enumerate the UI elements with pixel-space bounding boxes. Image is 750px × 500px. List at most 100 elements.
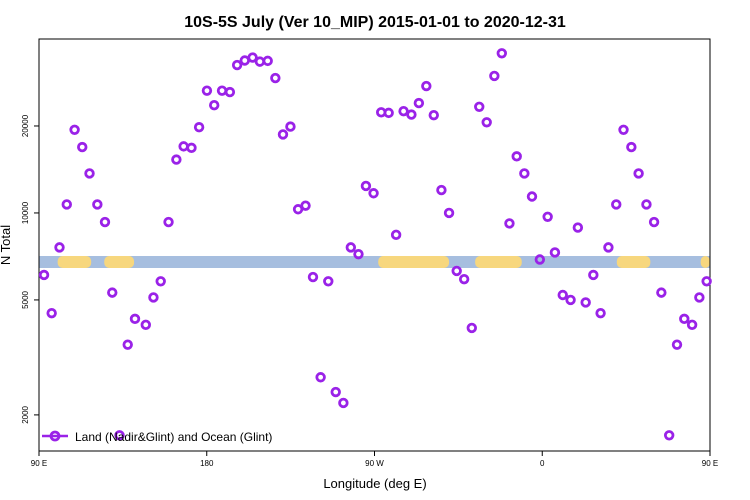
data-point xyxy=(701,276,712,287)
x-tick-label: 90 W xyxy=(365,459,384,468)
legend: Land (Nadir&Glint) and Ocean (Glint) xyxy=(42,430,272,444)
data-point xyxy=(77,141,88,153)
data-point xyxy=(428,109,439,121)
legend-marker xyxy=(49,430,61,442)
x-axis-label: Longitude (deg E) xyxy=(323,476,426,491)
data-point xyxy=(99,216,111,228)
data-point xyxy=(549,247,561,258)
data-point xyxy=(406,109,417,120)
data-point xyxy=(171,154,182,165)
data-point xyxy=(474,101,485,113)
data-point xyxy=(114,430,125,441)
data-point xyxy=(542,211,553,222)
data-point xyxy=(580,297,591,308)
data-point xyxy=(338,397,349,409)
map-land xyxy=(57,256,92,268)
data-point xyxy=(383,107,394,119)
x-tick-label: 90 E xyxy=(31,459,47,468)
data-point xyxy=(603,242,614,253)
x-axis: 90 E 180 90 W 0 90 E xyxy=(31,451,718,468)
map-land xyxy=(475,256,522,268)
plot-area xyxy=(38,38,711,452)
data-point xyxy=(46,307,57,319)
data-point xyxy=(61,199,72,210)
data-point xyxy=(443,207,455,219)
data-point xyxy=(565,294,576,306)
data-point xyxy=(611,199,622,210)
data-point xyxy=(209,100,220,111)
data-point xyxy=(307,271,319,283)
y-tick-label: 2000 xyxy=(21,405,30,423)
data-point xyxy=(122,339,133,350)
plot-background xyxy=(39,39,710,451)
data-point xyxy=(193,122,205,133)
chart-title: 10S-5S July (Ver 10_MIP) 2015-01-01 to 2… xyxy=(184,14,566,31)
data-point xyxy=(656,287,667,298)
data-point xyxy=(618,124,629,135)
data-point xyxy=(360,180,372,192)
data-point xyxy=(148,292,159,303)
map-land xyxy=(378,256,450,268)
data-point xyxy=(489,70,500,82)
data-point xyxy=(54,242,65,253)
x-tick-label: 90 E xyxy=(702,459,718,468)
data-point xyxy=(345,242,357,253)
map-land xyxy=(616,256,651,268)
data-point xyxy=(330,386,341,398)
data-point xyxy=(557,289,568,301)
legend-label: Land (Nadir&Glint) and Ocean (Glint) xyxy=(75,430,272,444)
data-point xyxy=(534,254,546,265)
data-point xyxy=(129,313,141,325)
data-point xyxy=(323,276,334,287)
data-point xyxy=(84,168,95,179)
data-point xyxy=(519,168,530,179)
data-point xyxy=(300,200,311,211)
data-point xyxy=(663,430,675,441)
data-point xyxy=(390,229,402,241)
data-point xyxy=(163,216,174,228)
data-point xyxy=(353,248,364,260)
data-point xyxy=(481,117,492,128)
data-point xyxy=(504,218,515,229)
data-point xyxy=(466,322,477,334)
data-series xyxy=(38,48,712,441)
data-point xyxy=(679,313,690,325)
data-point xyxy=(458,273,470,285)
data-point xyxy=(451,265,462,277)
data-point xyxy=(641,199,652,210)
y-tick-label: 20000 xyxy=(21,114,30,137)
y-axis: 2000 5000 10000 20000 xyxy=(21,114,39,424)
data-point xyxy=(572,222,584,233)
data-point xyxy=(436,184,447,196)
y-tick-label: 5000 xyxy=(21,290,30,308)
data-point xyxy=(694,292,705,303)
data-point xyxy=(277,129,289,140)
data-point xyxy=(648,216,660,228)
data-point xyxy=(588,269,599,281)
data-point xyxy=(285,121,296,132)
data-point xyxy=(686,319,698,331)
map-land xyxy=(104,256,135,268)
data-point xyxy=(633,168,644,179)
data-point xyxy=(595,307,606,319)
data-point xyxy=(368,188,379,199)
data-point xyxy=(155,276,166,287)
map-ocean xyxy=(39,256,710,268)
data-point xyxy=(201,85,213,96)
data-point xyxy=(69,124,80,135)
x-tick-label: 180 xyxy=(200,459,214,468)
data-point xyxy=(413,97,425,109)
data-point xyxy=(270,72,281,84)
data-point xyxy=(626,141,637,153)
y-axis-label: N Total xyxy=(0,225,13,265)
map-land xyxy=(700,256,710,268)
data-point xyxy=(92,199,103,210)
data-point xyxy=(38,269,50,281)
data-point xyxy=(247,52,258,63)
data-point xyxy=(511,151,522,162)
x-tick-label: 0 xyxy=(540,459,545,468)
data-point xyxy=(262,55,273,67)
data-point xyxy=(224,86,236,98)
data-point xyxy=(140,319,152,331)
